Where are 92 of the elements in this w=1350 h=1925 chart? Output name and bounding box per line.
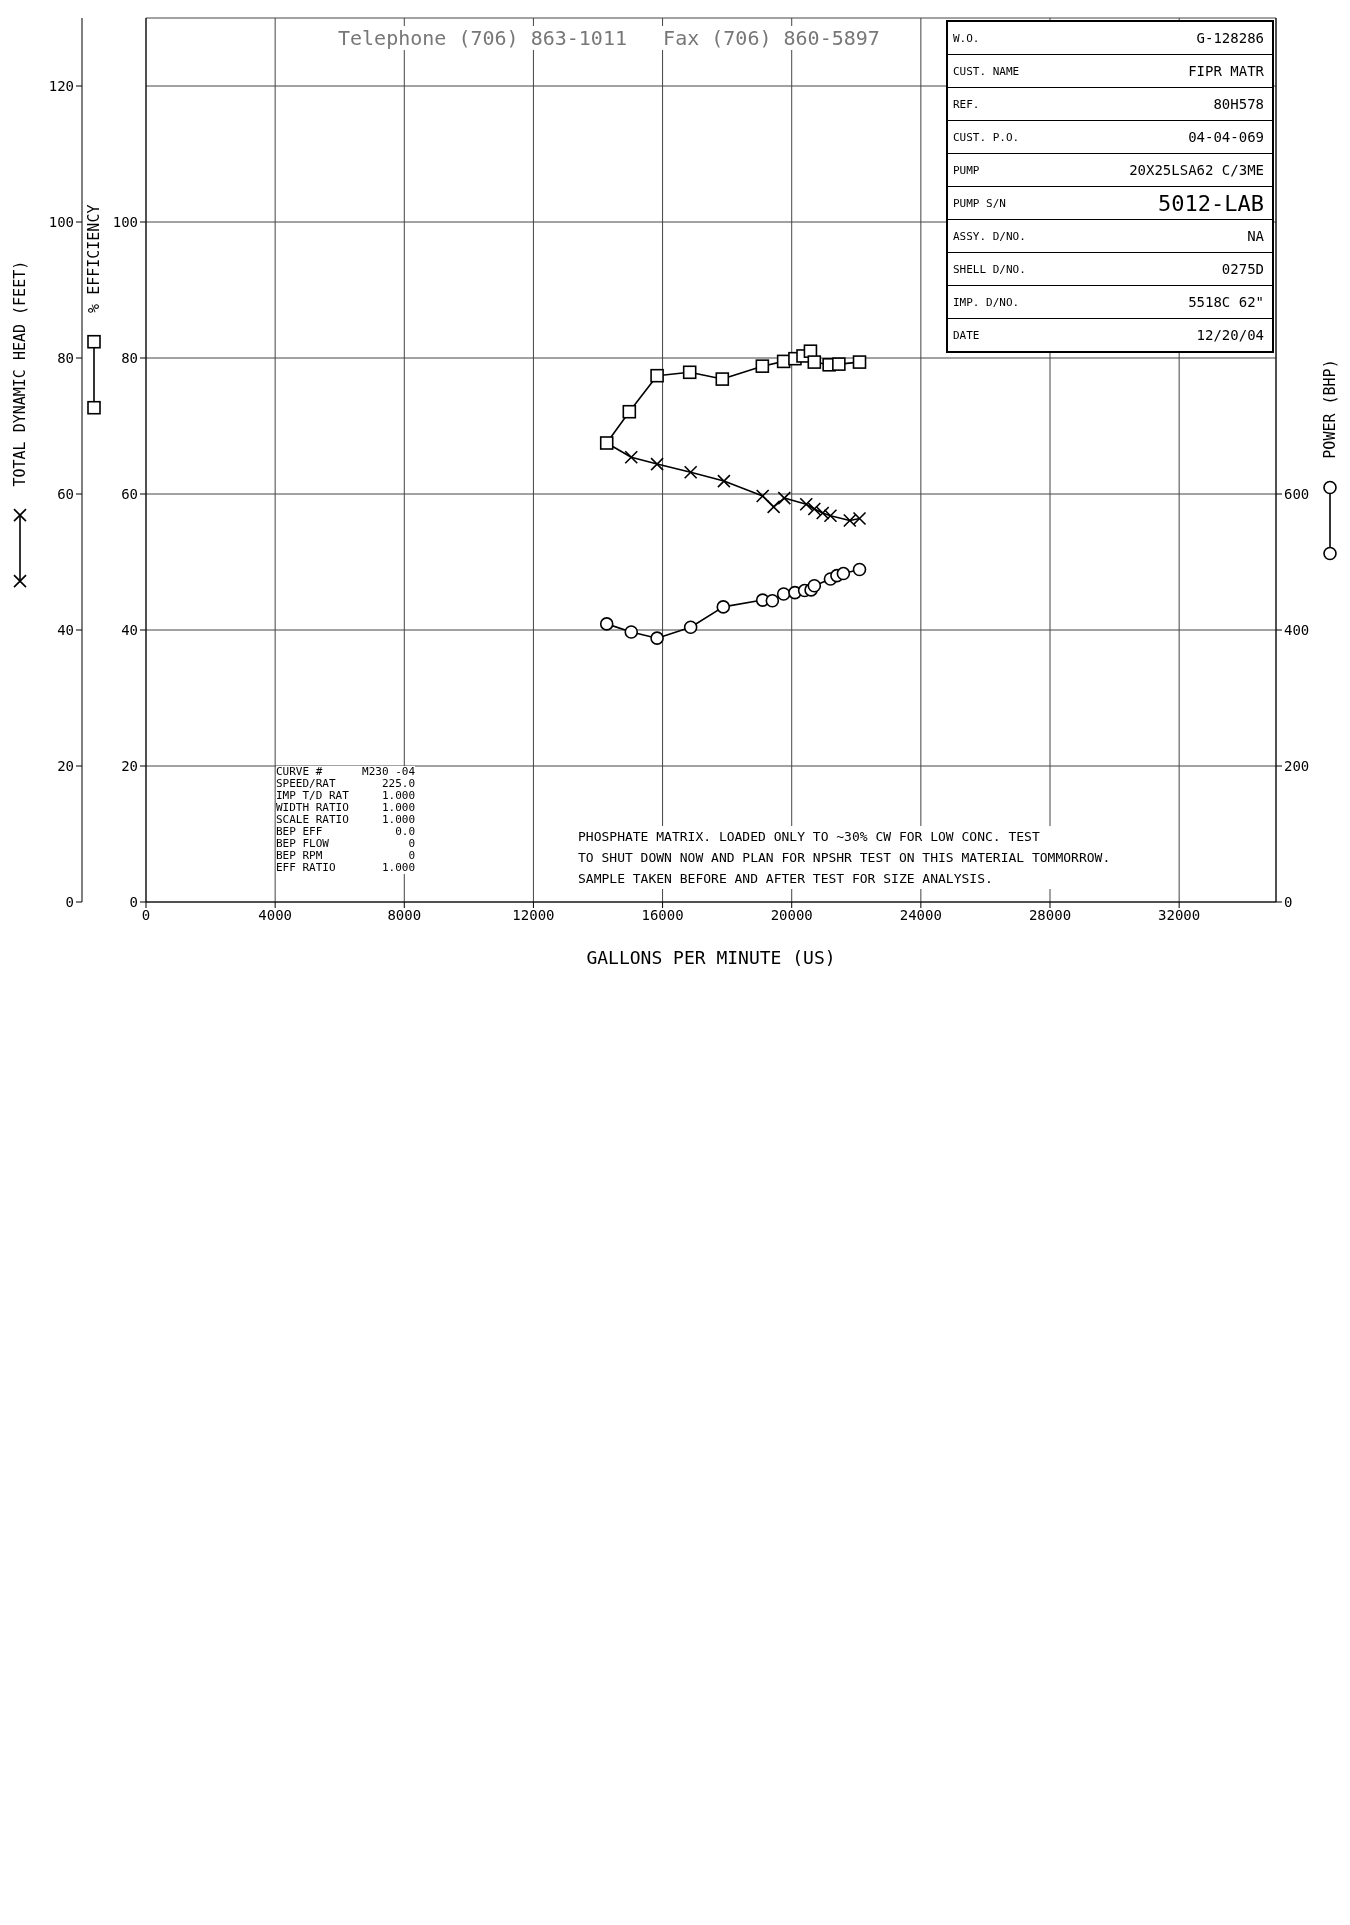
point [624,625,639,639]
point [836,566,851,581]
annotation: G-128286 [1195,30,1265,46]
annotation: CURVE # M230 -04 [276,765,416,778]
point [807,355,822,369]
annotation: REF. [952,97,981,111]
annotation: EFF RATIO 1.000 [276,861,416,874]
x-tick-label: 24000 [899,906,942,923]
point [716,600,731,614]
y-axis-title: TOTAL DYNAMIC HEAD (FEET) [11,260,29,487]
point [650,368,664,383]
x-tick-label: 28000 [1028,906,1072,923]
annotation: BEP EFF 0.0 [276,825,416,838]
point [624,450,639,465]
annotation: DATE [952,328,981,342]
y-tick-label: 60 [57,485,74,502]
point [815,506,830,520]
y2-axis-title: % EFFICIENCY [85,204,103,313]
y-tick-label: 80 [57,349,74,366]
x-axis-title: GALLONS PER MINUTE (US) [586,947,836,968]
point [807,579,822,593]
annotation: 5012-LAB [1157,190,1265,216]
y2-tick-label: 80 [121,349,138,366]
annotation: IMP T/D RAT 1.000 [276,789,416,802]
annotation: CUST. NAME [952,64,1021,78]
annotation: IMP. D/NO. [952,295,1021,309]
point [683,620,698,635]
y2-tick-label: 100 [112,213,138,230]
point [823,508,838,523]
point [852,355,867,369]
y3-axis-title: POWER (BHP) [1321,359,1339,459]
y2-tick-label: 0 [129,893,138,910]
y-tick-label: 120 [48,77,74,94]
annotation: W.O. [952,31,981,45]
annotation: PHOSPHATE MATRIX. LOADED ONLY TO ~30% CW FOR LOW CONC. TEST [578,828,1041,846]
point [776,587,791,601]
annotation: NA [1246,228,1265,244]
point [765,593,780,608]
annotation: 12/20/04 [1195,327,1265,343]
annotation: CUST. P.O. [952,130,1021,144]
point [799,497,814,511]
point [683,465,698,480]
point [622,404,637,419]
annotation: ASSY. D/NO. [952,229,1027,243]
point [832,357,846,371]
y3-tick-label: 0 [1284,893,1293,910]
y-tick-label: 100 [48,213,74,230]
annotation: BEP FLOW 0 [276,837,416,850]
annotation: 20X25LSA62 C/3ME [1128,162,1265,178]
annotation: SAMPLE TAKEN BEFORE AND AFTER TEST FOR SIZE ANALYSIS. [578,870,994,888]
y3-tick-label: 600 [1284,485,1310,502]
point [807,502,822,516]
x-tick-label: 16000 [641,906,684,923]
annotation: PUMP S/N [952,196,1007,210]
x-tick-label: 8000 [387,906,422,923]
y3-tick-label: 400 [1284,621,1310,638]
y3-tick-label: 200 [1284,757,1310,774]
point [755,489,770,503]
point [650,457,664,471]
annotation: WIDTH RATIO 1.000 [276,801,416,814]
y-tick-label: 40 [57,621,74,638]
annotation: 04-04-069 [1187,129,1265,145]
x-tick-label: 12000 [512,906,555,923]
annotation: FIPR MATR [1187,63,1265,79]
y-tick-label: 20 [57,757,74,774]
point [766,500,781,514]
point [599,617,614,631]
y2-tick-label: 20 [121,757,138,774]
annotation: SHELL D/NO. [952,262,1027,276]
annotation: PUMP [952,163,981,177]
annotation: SPEED/RAT 225.0 [276,777,416,790]
annotation: 5518C 62" [1187,294,1265,310]
y2-tick-label: 60 [121,485,138,502]
annotation: BEP RPM 0 [276,849,416,862]
point [852,562,867,577]
y2-tick-label: 40 [121,621,138,638]
x-tick-label: 0 [141,906,151,923]
y-tick-label: 0 [65,893,74,910]
x-tick-label: 4000 [258,906,292,923]
point [715,372,730,386]
point [717,474,731,488]
point [650,631,664,645]
point [682,365,697,380]
annotation: SCALE RATIO 1.000 [276,813,416,826]
annotation: Telephone (706) 863-1011 Fax (706) 860-5897 [338,26,880,50]
annotation: 80H578 [1212,96,1265,112]
point [777,491,792,505]
annotation: 0275D [1220,261,1265,277]
x-tick-label: 20000 [770,906,813,923]
annotation: TO SHUT DOWN NOW AND PLAN FOR NPSHR TEST ON THIS MATERIAL TOMMORROW. [578,849,1111,867]
x-tick-label: 32000 [1158,906,1201,923]
point [755,359,770,373]
